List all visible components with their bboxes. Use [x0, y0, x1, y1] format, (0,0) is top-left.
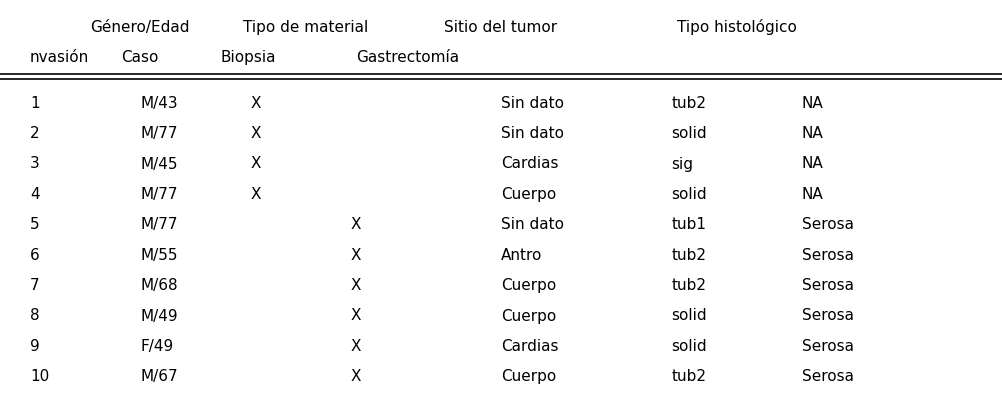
- Text: solid: solid: [671, 339, 707, 354]
- Text: M/68: M/68: [140, 278, 178, 293]
- Text: tub2: tub2: [671, 96, 706, 111]
- Text: 9: 9: [30, 339, 40, 354]
- Text: Cardias: Cardias: [501, 156, 558, 172]
- Text: Caso: Caso: [121, 50, 159, 65]
- Text: Género/Edad: Género/Edad: [90, 20, 190, 35]
- Text: 3: 3: [30, 156, 40, 172]
- Text: 8: 8: [30, 308, 40, 324]
- Text: Serosa: Serosa: [802, 339, 854, 354]
- Text: M/77: M/77: [140, 187, 177, 202]
- Text: Cuerpo: Cuerpo: [501, 187, 556, 202]
- Text: Tipo de material: Tipo de material: [242, 20, 369, 35]
- Text: M/43: M/43: [140, 96, 178, 111]
- Text: tub2: tub2: [671, 278, 706, 293]
- Text: NA: NA: [802, 96, 824, 111]
- Text: Cuerpo: Cuerpo: [501, 308, 556, 324]
- Text: Sin dato: Sin dato: [501, 96, 564, 111]
- Text: M/77: M/77: [140, 126, 177, 141]
- Text: Gastrectomía: Gastrectomía: [356, 50, 459, 65]
- Text: X: X: [351, 278, 361, 293]
- Text: M/45: M/45: [140, 156, 177, 172]
- Text: 6: 6: [30, 248, 40, 263]
- Text: solid: solid: [671, 126, 707, 141]
- Text: 5: 5: [30, 217, 40, 232]
- Text: Antro: Antro: [501, 248, 542, 263]
- Text: tub2: tub2: [671, 248, 706, 263]
- Text: X: X: [351, 339, 361, 354]
- Text: Biopsia: Biopsia: [220, 50, 276, 65]
- Text: X: X: [351, 248, 361, 263]
- Text: X: X: [250, 187, 261, 202]
- Text: Sin dato: Sin dato: [501, 217, 564, 232]
- Text: 4: 4: [30, 187, 40, 202]
- Text: tub2: tub2: [671, 369, 706, 384]
- Text: X: X: [250, 126, 261, 141]
- Text: M/49: M/49: [140, 308, 178, 324]
- Text: Cuerpo: Cuerpo: [501, 278, 556, 293]
- Text: F/49: F/49: [140, 339, 173, 354]
- Text: X: X: [351, 308, 361, 324]
- Text: X: X: [250, 96, 261, 111]
- Text: solid: solid: [671, 308, 707, 324]
- Text: solid: solid: [671, 187, 707, 202]
- Text: sig: sig: [671, 156, 693, 172]
- Text: NA: NA: [802, 126, 824, 141]
- Text: Serosa: Serosa: [802, 308, 854, 324]
- Text: NA: NA: [802, 156, 824, 172]
- Text: M/67: M/67: [140, 369, 178, 384]
- Text: NA: NA: [802, 187, 824, 202]
- Text: 7: 7: [30, 278, 40, 293]
- Text: Serosa: Serosa: [802, 278, 854, 293]
- Text: 10: 10: [30, 369, 49, 384]
- Text: Cardias: Cardias: [501, 339, 558, 354]
- Text: nvasión: nvasión: [30, 50, 89, 65]
- Text: X: X: [351, 217, 361, 232]
- Text: 2: 2: [30, 126, 40, 141]
- Text: Serosa: Serosa: [802, 248, 854, 263]
- Text: Serosa: Serosa: [802, 217, 854, 232]
- Text: tub1: tub1: [671, 217, 706, 232]
- Text: Sitio del tumor: Sitio del tumor: [445, 20, 557, 35]
- Text: Tipo histológico: Tipo histológico: [676, 19, 797, 35]
- Text: Sin dato: Sin dato: [501, 126, 564, 141]
- Text: M/55: M/55: [140, 248, 177, 263]
- Text: X: X: [250, 156, 261, 172]
- Text: X: X: [351, 369, 361, 384]
- Text: Serosa: Serosa: [802, 369, 854, 384]
- Text: M/77: M/77: [140, 217, 177, 232]
- Text: 1: 1: [30, 96, 40, 111]
- Text: Cuerpo: Cuerpo: [501, 369, 556, 384]
